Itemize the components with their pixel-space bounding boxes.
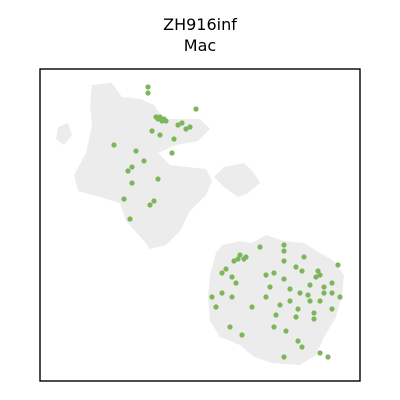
chart-title-line1: ZH916inf (163, 15, 237, 34)
mac-spot (151, 198, 157, 204)
mac-spot (287, 298, 293, 304)
mac-spot (307, 282, 313, 288)
mac-spot (213, 304, 219, 310)
chart-title-line2: Mac (183, 36, 217, 55)
tissue-region-lower-right (208, 235, 344, 365)
mac-spot (125, 168, 131, 174)
mac-spot (127, 216, 133, 222)
tissue-region-middle-strip (214, 163, 260, 197)
mac-spot (163, 118, 169, 124)
mac-spot (295, 338, 301, 344)
mac-spot (229, 274, 235, 280)
mac-spot (315, 268, 321, 274)
mac-highlight-spots (111, 84, 343, 360)
mac-spot (311, 310, 317, 316)
mac-spot (171, 136, 177, 142)
mac-spot (311, 316, 317, 322)
mac-spot (281, 258, 287, 264)
mac-spot (243, 254, 249, 260)
mac-spot (281, 242, 287, 248)
mac-spot (145, 84, 151, 90)
mac-spot (297, 290, 303, 296)
mac-spot (249, 304, 255, 310)
mac-spot (129, 164, 135, 170)
mac-spot (147, 202, 153, 208)
mac-spot (317, 350, 323, 356)
mac-spot (299, 268, 305, 274)
mac-spot (329, 280, 335, 286)
mac-spot (233, 280, 239, 286)
mac-spot (313, 274, 319, 280)
mac-spot (129, 180, 135, 186)
mac-spot (141, 158, 147, 164)
mac-spot (271, 324, 277, 330)
mac-spot (187, 124, 193, 130)
mac-spot (321, 284, 327, 290)
mac-spot (121, 196, 127, 202)
mac-spot (231, 258, 237, 264)
mac-spot (267, 284, 273, 290)
mac-spot (295, 306, 301, 312)
mac-spot (227, 324, 233, 330)
mac-spot (183, 126, 189, 132)
mac-spot (263, 294, 269, 300)
mac-spot (307, 298, 313, 304)
mac-spot (229, 294, 235, 300)
mac-spot (273, 312, 279, 318)
mac-spot (305, 292, 311, 298)
mac-spot (317, 272, 323, 278)
mac-spot (239, 332, 245, 338)
tissue-region-small-left-blob (56, 123, 72, 145)
mac-spot (325, 354, 331, 360)
mac-spot (329, 306, 335, 312)
plot-frame (39, 68, 361, 382)
mac-spot (133, 148, 139, 154)
mac-spot (179, 120, 185, 126)
mac-spot (257, 244, 263, 250)
mac-spot (209, 294, 215, 300)
mac-spot (219, 270, 225, 276)
mac-spot (293, 314, 299, 320)
mac-spot (337, 294, 343, 300)
mac-spot (223, 266, 229, 272)
mac-spot (299, 344, 305, 350)
tissue-region-upper-left (74, 83, 212, 249)
mac-spot (219, 290, 225, 296)
mac-spot (169, 150, 175, 156)
mac-spot (157, 132, 163, 138)
mac-spot (145, 90, 151, 96)
mac-spot (283, 328, 289, 334)
mac-spot (235, 256, 241, 262)
mac-spot (281, 248, 287, 254)
mac-spot (287, 286, 293, 292)
mac-spot (335, 262, 341, 268)
mac-spot (329, 290, 335, 296)
mac-spot (175, 122, 181, 128)
mac-spot (281, 276, 287, 282)
mac-spot (281, 354, 287, 360)
mac-spot (301, 254, 307, 260)
mac-spot (155, 176, 161, 182)
mac-spot (149, 128, 155, 134)
mac-spot (277, 302, 283, 308)
mac-spot (193, 106, 199, 112)
mac-spot (237, 252, 243, 258)
mac-spot (317, 298, 323, 304)
mac-spot (271, 270, 277, 276)
mac-spot (293, 264, 299, 270)
mac-spot (157, 114, 163, 120)
mac-spot (111, 142, 117, 148)
tissue-background-spots (56, 83, 344, 365)
mac-spot (263, 272, 269, 278)
mac-spot (321, 290, 327, 296)
